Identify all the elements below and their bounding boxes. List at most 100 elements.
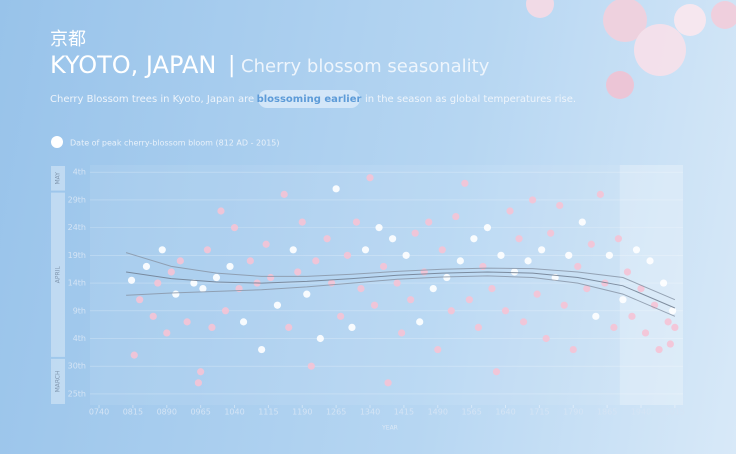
x-tick-label: 1640	[495, 408, 515, 417]
blossom-point	[285, 323, 293, 332]
blossom-point	[388, 235, 397, 243]
blossom-point	[197, 368, 205, 376]
month-label: MAY	[55, 172, 62, 185]
blossom-point	[574, 262, 582, 271]
x-tick-label: 1940	[631, 408, 651, 417]
blossom-point	[199, 285, 207, 293]
x-tick-label: 0890	[157, 408, 177, 417]
blossom-point	[407, 296, 415, 304]
blossom-point	[221, 307, 230, 315]
blossom-point	[183, 318, 191, 326]
blossom-point	[452, 212, 460, 221]
blossom-point	[190, 279, 198, 287]
blossom-point	[569, 345, 577, 354]
description: Cherry Blossom trees in Kyoto, Japan are	[50, 94, 254, 105]
blossom-point	[352, 218, 361, 226]
blossom-point	[619, 296, 627, 304]
blossom-point	[136, 296, 144, 304]
blossom-point	[533, 290, 541, 298]
blossom-point	[379, 262, 388, 271]
x-tick-label: 1340	[360, 408, 380, 417]
blossom-point	[501, 307, 510, 315]
blossom-point	[483, 224, 492, 232]
blossom-point	[456, 257, 464, 265]
blossom-point	[610, 323, 618, 332]
month-band	[51, 358, 65, 404]
x-tick-label: 1865	[597, 408, 617, 417]
blossom-point	[337, 312, 345, 320]
subtitle: Cherry blossom seasonality	[241, 56, 490, 77]
blossom-point	[429, 285, 437, 293]
blossom-point	[361, 246, 370, 254]
blossom-point	[524, 257, 532, 265]
month-label: APRIL	[55, 266, 62, 284]
blossom-point	[666, 340, 674, 348]
blossom-point	[547, 229, 555, 237]
y-tick-label: 25th	[68, 389, 86, 398]
description-highlight: blossoming earlier	[257, 94, 362, 105]
month-label: MARCH	[55, 371, 62, 393]
blossom-point	[538, 246, 546, 254]
blossom-point	[587, 240, 595, 248]
blossom-point	[303, 290, 311, 298]
blossom-point	[163, 329, 171, 337]
highlight-region	[619, 165, 683, 405]
blossom-point	[560, 301, 568, 309]
x-tick-label: 0965	[190, 408, 210, 417]
blossom-point	[542, 334, 550, 343]
blossom-point	[641, 329, 650, 337]
y-tick-label: 4th	[73, 334, 86, 343]
y-tick-label: 9th	[73, 306, 86, 315]
blossom-point	[434, 345, 442, 354]
blossom-point	[398, 329, 406, 337]
blossom-point	[519, 318, 528, 326]
y-tick-label: 14th	[68, 279, 86, 288]
legend-label: Date of peak cherry-blossom bloom (812 A…	[70, 139, 280, 148]
month-band	[51, 192, 65, 357]
blossom-point	[262, 240, 270, 248]
blossom-point	[479, 262, 487, 271]
blossom-point	[488, 285, 496, 293]
title: KYOTO, JAPAN	[50, 51, 216, 79]
blossom-point	[659, 279, 668, 287]
blossom-point	[578, 218, 586, 226]
blossom-point	[230, 224, 239, 232]
blossom-point	[332, 185, 340, 193]
x-tick-label: 1715	[529, 408, 549, 417]
blossom-point	[127, 276, 136, 284]
blossom-point	[343, 251, 352, 259]
blossom-point	[402, 251, 410, 259]
blossom-point	[592, 312, 600, 320]
blossom-point	[203, 246, 212, 254]
blossom-point	[323, 235, 331, 243]
month-band	[51, 166, 65, 191]
blossom-point	[632, 246, 641, 254]
blossom-point	[280, 190, 288, 198]
blossom-point	[623, 268, 632, 276]
x-tick-label: 1790	[563, 408, 583, 417]
blossom-point	[208, 323, 216, 332]
x-tick-label: 1115	[258, 408, 278, 417]
blossom-point	[438, 246, 446, 254]
blossom-point	[556, 201, 564, 210]
blossom-point	[316, 334, 324, 343]
blossom-point	[583, 285, 591, 293]
x-tick-label: 1490	[428, 408, 448, 417]
blossom-point	[172, 290, 180, 298]
blossom-point	[393, 279, 401, 287]
blossom-point	[497, 251, 505, 259]
x-axis-label: YEAR	[381, 425, 398, 432]
blossom-point	[176, 257, 184, 265]
y-tick-label: 29th	[68, 195, 86, 204]
blossom-point	[158, 246, 166, 254]
title-native: 京都	[50, 29, 86, 50]
blossom-point	[605, 251, 613, 259]
x-tick-label: 0740	[89, 408, 109, 417]
blossom-point	[149, 312, 157, 320]
blossom-point	[375, 224, 383, 232]
blossom-point	[212, 273, 221, 282]
blossom-point	[154, 279, 162, 287]
blossom-point	[614, 235, 623, 243]
x-tick-label: 1565	[461, 408, 481, 417]
blossom-point	[294, 268, 302, 276]
